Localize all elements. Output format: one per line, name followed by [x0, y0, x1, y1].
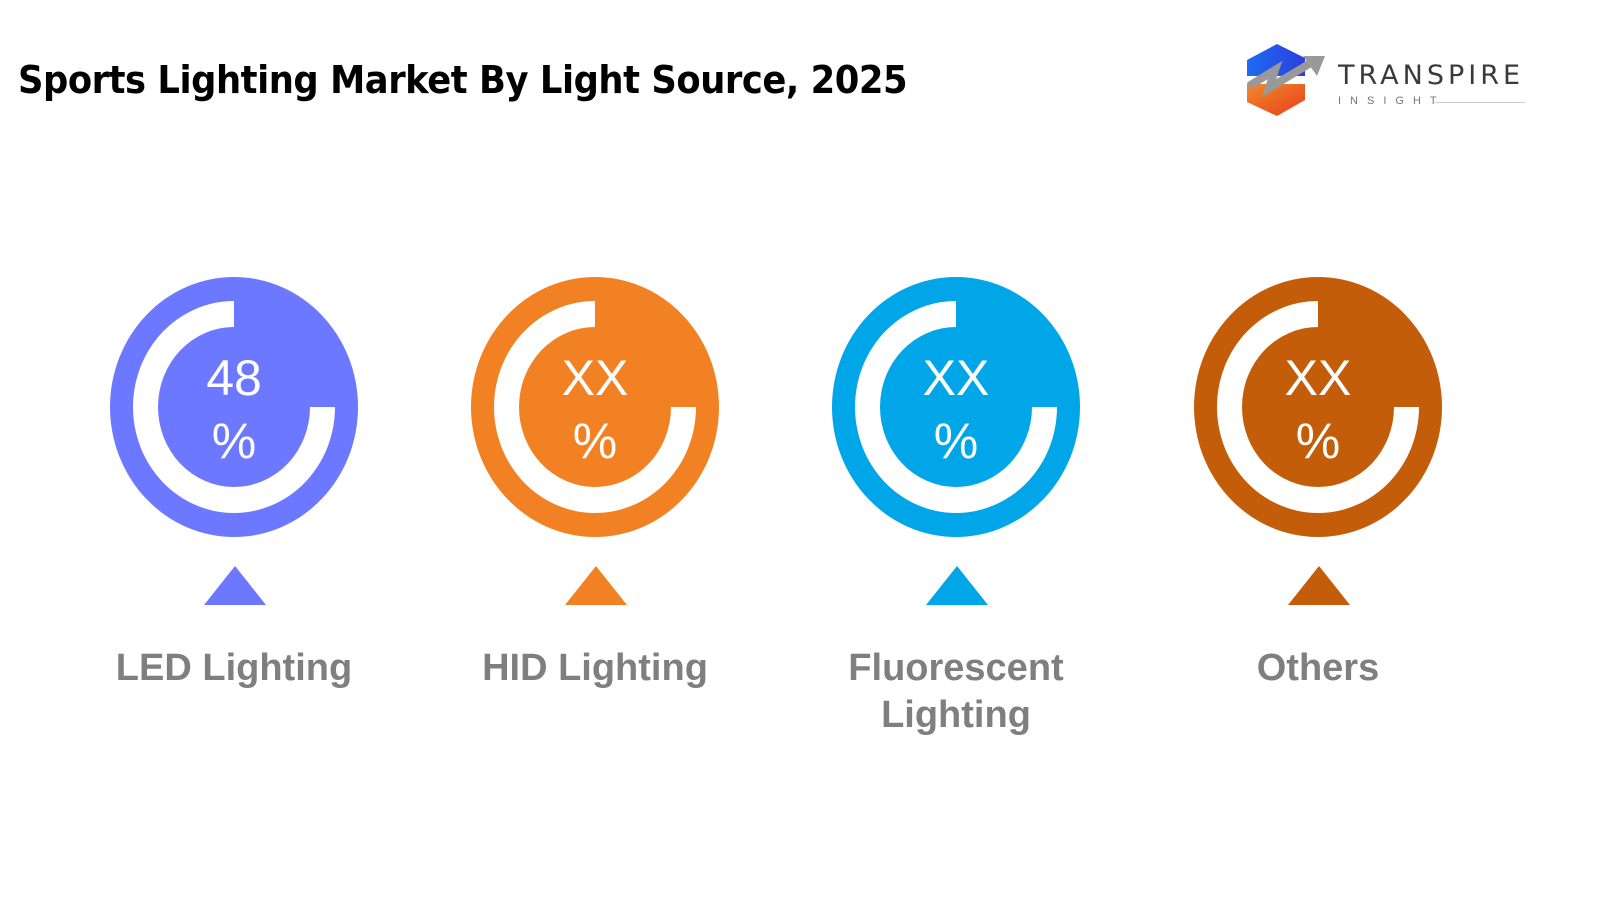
logo-divider	[1435, 102, 1525, 103]
value-text: XX	[561, 350, 629, 406]
segment-item: XX % Others	[1193, 277, 1443, 689]
segment-item: XX % HID Lighting	[470, 277, 720, 689]
triangle-pointer-icon	[565, 566, 627, 605]
logo-mark-icon	[1246, 44, 1325, 116]
triangle-pointer-icon	[204, 566, 266, 605]
donut-circle	[110, 277, 358, 537]
transpire-logo: TRANSPIRE INSIGHT	[1245, 42, 1525, 120]
category-label: Fluorescent Lighting	[848, 647, 1064, 736]
value-text: XX	[1284, 350, 1352, 406]
donut-circle	[471, 277, 719, 537]
unit-text: %	[211, 413, 257, 469]
value-text: XX	[922, 350, 990, 406]
triangle-pointer-icon	[1288, 566, 1350, 605]
logo-name: TRANSPIRE	[1338, 60, 1525, 91]
donut-circle	[1194, 277, 1442, 537]
category-label: LED Lighting	[115, 647, 353, 689]
category-label: HID Lighting	[482, 647, 708, 689]
category-label: Others	[1256, 647, 1380, 689]
segment-item: 48 % LED Lighting	[109, 277, 359, 689]
unit-text: %	[1295, 413, 1341, 469]
value-text: 48	[206, 350, 262, 406]
donut-circle	[832, 277, 1080, 537]
unit-text: %	[572, 413, 618, 469]
page-title: Sports Lighting Market By Light Source, …	[18, 58, 908, 102]
segment-item: XX % Fluorescent Lighting	[831, 277, 1081, 736]
triangle-pointer-icon	[926, 566, 988, 605]
logo-subtitle: INSIGHT	[1338, 95, 1446, 107]
unit-text: %	[933, 413, 979, 469]
